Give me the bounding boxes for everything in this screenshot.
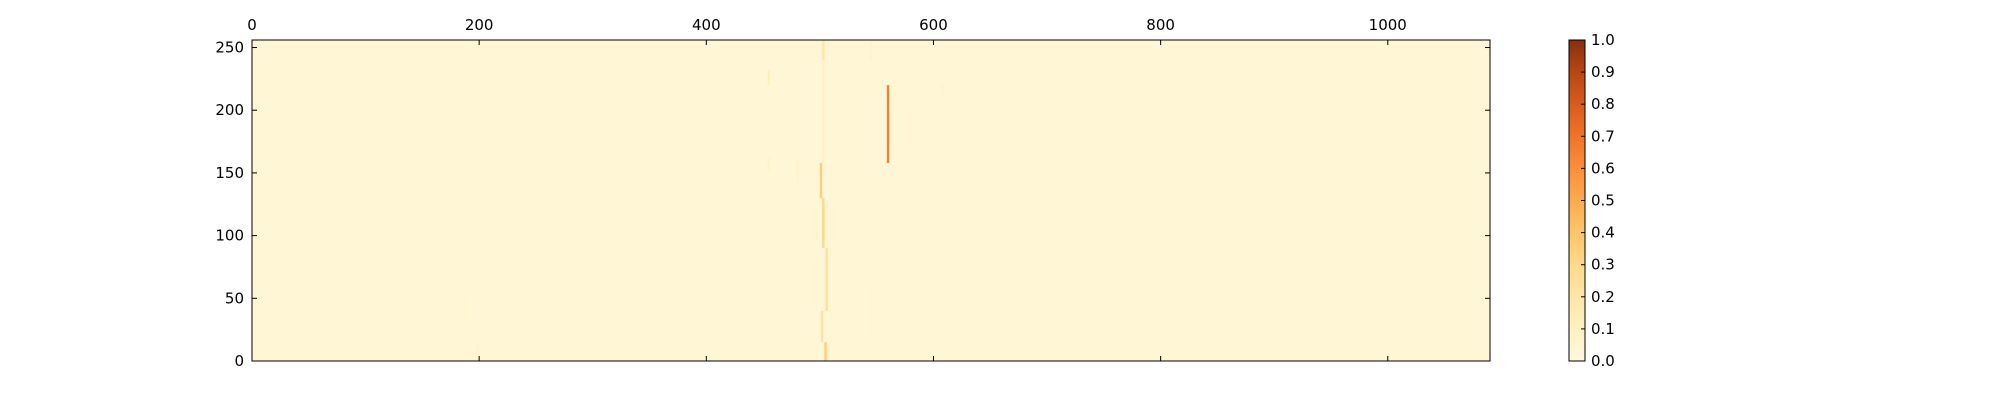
heatmap-cell (464, 292, 467, 324)
heatmap-cell (475, 342, 479, 361)
heatmap-cell (869, 40, 873, 61)
colorbar-tick-label: 0.7 (1591, 127, 1615, 145)
heatmap-cell (819, 162, 823, 198)
colorbar-tick-label: 0.1 (1591, 320, 1615, 338)
heatmap-cell (795, 160, 799, 186)
colorbar-tick-label: 0.8 (1591, 95, 1615, 113)
heatmap-cell (820, 310, 824, 343)
heatmap-cell (822, 197, 825, 249)
colorbar-tick-label: 0.0 (1591, 352, 1615, 370)
heatmap-cell (824, 342, 827, 361)
y-tick-label: 150 (215, 164, 244, 182)
heatmap-cell (822, 40, 825, 61)
heatmap-cell (822, 60, 825, 163)
y-tick-label: 200 (215, 101, 244, 119)
heatmap-cell (886, 85, 890, 163)
x-tick-label: 600 (919, 16, 948, 34)
colorbar-tick-label: 0.3 (1591, 256, 1615, 274)
y-tick-label: 0 (234, 352, 244, 370)
plot-axes: 0 200 400 600 800 1000 0 50 100 150 200 250 (215, 16, 1491, 370)
colorbar-tick-label: 0.6 (1591, 159, 1615, 177)
heatmap-cell (825, 248, 828, 311)
colorbar-tick-label: 1.0 (1591, 31, 1615, 49)
heatmap-cell (767, 70, 770, 86)
colorbar-tick-label: 0.2 (1591, 288, 1615, 306)
y-tick-label: 100 (215, 227, 244, 245)
x-tick-label: 800 (1146, 16, 1175, 34)
x-tick-label: 200 (465, 16, 494, 34)
colorbar-tick-label: 0.9 (1591, 63, 1615, 81)
heatmap-cell (941, 82, 944, 98)
heatmap-cell (869, 285, 873, 336)
heatmap-area (252, 40, 1490, 361)
y-tick-label: 250 (215, 39, 244, 57)
colorbar: 0.0 0.1 0.2 0.3 0.4 0.5 0.6 0.7 0.8 0.9 1.0 (1568, 31, 1615, 370)
colorbar-tick-label: 0.5 (1591, 192, 1615, 210)
plot-frame (251, 39, 1491, 362)
y-tick-label: 50 (225, 289, 244, 307)
x-tick-label: 1000 (1369, 16, 1407, 34)
x-tick-label: 0 (247, 16, 257, 34)
heatmap-cell (767, 157, 770, 171)
colorbar-tick-label: 0.4 (1591, 224, 1615, 242)
x-tick-label: 400 (692, 16, 721, 34)
